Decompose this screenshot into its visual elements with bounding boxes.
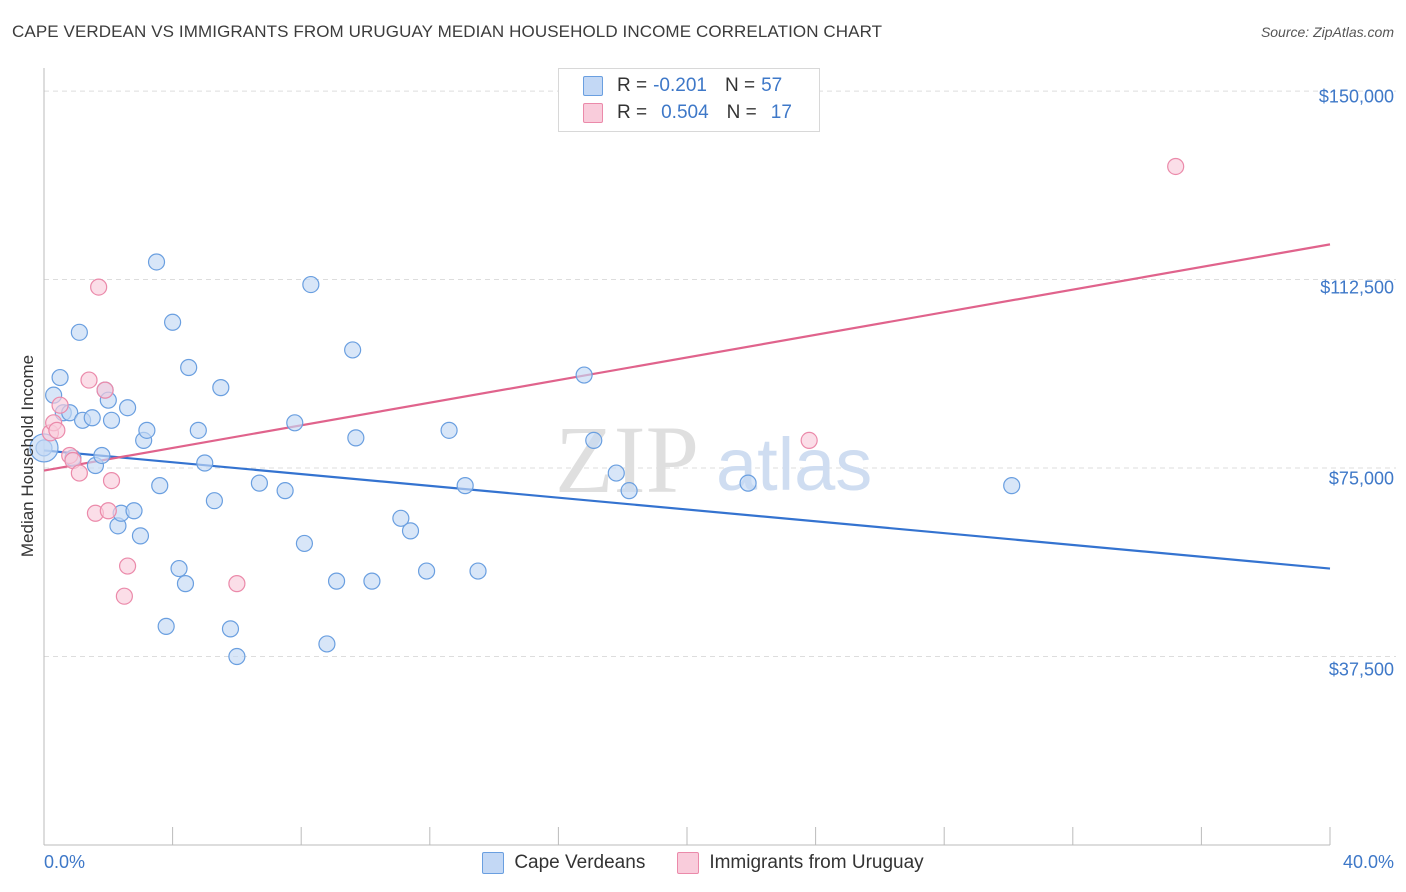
y-tick-label: $75,000 xyxy=(1328,468,1394,489)
uruguay-point xyxy=(800,431,818,449)
chart-title: CAPE VERDEAN VS IMMIGRANTS FROM URUGUAY … xyxy=(12,22,883,41)
cape-verdean-point xyxy=(131,527,150,545)
y-axis-label: Median Household Income xyxy=(18,354,37,558)
cape-verdean-point xyxy=(1003,477,1021,495)
cape-verdean-point xyxy=(147,253,166,271)
uruguay-point xyxy=(228,575,246,593)
legend-row-uruguay: R = 0.504 N = 17 xyxy=(583,100,792,126)
cape-verdean-point xyxy=(196,454,214,472)
cape-verdean-point xyxy=(138,421,156,439)
cape-verdean-point xyxy=(250,474,269,492)
n-label: N = xyxy=(726,102,757,123)
cape-verdean-point xyxy=(344,341,362,359)
cape-verdean-point xyxy=(51,368,69,387)
cape-verdean-point xyxy=(276,482,294,500)
cape-verdean-point xyxy=(164,313,182,331)
r-value: 0.504 xyxy=(661,102,709,123)
uruguay-trend-line xyxy=(43,243,1331,472)
uruguay-point xyxy=(80,371,98,389)
y-tick-label: $112,500 xyxy=(1320,277,1394,298)
cape-verdean-point xyxy=(327,572,346,590)
cape-verdean-point xyxy=(157,617,175,635)
legend-item-uruguay: Immigrants from Uruguay xyxy=(677,852,924,874)
uruguay-point xyxy=(48,421,66,439)
r-label: R = xyxy=(617,75,648,96)
cape-verdean-point xyxy=(83,409,101,427)
uruguay-point xyxy=(99,502,117,520)
cape-verdean-point xyxy=(125,502,143,520)
trend-lines xyxy=(43,243,1331,570)
uruguay-point xyxy=(51,396,69,414)
legend-label: Cape Verdeans xyxy=(514,852,646,873)
correlation-legend: R = -0.201 N = 57 R = 0.504 N = 17 xyxy=(558,68,820,132)
cape-verdean-trend-line xyxy=(43,449,1331,570)
cape-verdean-point xyxy=(176,575,195,593)
cape-verdean-point xyxy=(189,421,207,439)
chart-source: Source: ZipAtlas.com xyxy=(1260,24,1394,40)
uruguay-point xyxy=(1167,157,1185,176)
uruguay-point xyxy=(90,278,108,296)
cape-verdean-point xyxy=(469,562,487,580)
legend-swatch-blue xyxy=(482,852,505,874)
data-points xyxy=(29,157,1185,666)
cape-verdean-point xyxy=(151,477,169,495)
n-value: 57 xyxy=(761,75,783,96)
series-legend: Cape Verdeans Immigrants from Uruguay xyxy=(0,852,1406,874)
r-value: -0.201 xyxy=(653,75,707,96)
cape-verdean-point xyxy=(347,429,365,447)
cape-verdean-point xyxy=(607,464,625,482)
legend-label: Immigrants from Uruguay xyxy=(709,852,924,873)
cape-verdean-point xyxy=(228,647,246,666)
r-label: R = xyxy=(617,102,648,123)
cape-verdean-point xyxy=(102,411,121,429)
n-value: 17 xyxy=(770,102,792,123)
cape-verdean-point xyxy=(93,446,111,465)
legend-swatch-pink xyxy=(677,852,700,874)
cape-verdean-point xyxy=(118,399,137,417)
x-tick-label-min: 0.0% xyxy=(44,852,86,872)
cape-verdean-point xyxy=(417,562,436,580)
uruguay-point xyxy=(96,381,114,399)
cape-verdean-point xyxy=(363,572,381,590)
uruguay-point xyxy=(118,557,137,575)
uruguay-point xyxy=(115,587,133,605)
cape-verdean-point xyxy=(318,635,336,653)
cape-verdean-point xyxy=(170,559,188,578)
cape-verdean-point xyxy=(440,421,458,439)
cape-verdean-point xyxy=(221,620,240,638)
legend-swatch-pink xyxy=(583,103,603,123)
y-tick-label: $37,500 xyxy=(1328,659,1394,680)
y-tick-label: $150,000 xyxy=(1318,86,1394,107)
uruguay-point xyxy=(102,472,121,490)
cape-verdean-point xyxy=(401,522,420,540)
uruguay-point xyxy=(70,464,88,482)
cape-verdean-point xyxy=(205,492,223,510)
grid-lines xyxy=(44,90,1396,658)
cape-verdean-point xyxy=(302,275,320,294)
cape-verdean-point xyxy=(392,509,410,527)
cape-verdean-point xyxy=(575,366,593,384)
cape-verdean-point xyxy=(456,477,474,495)
x-tick-label-max: 40.0% xyxy=(1342,852,1394,872)
cape-verdean-point xyxy=(295,534,314,553)
watermark-atlas: atlas xyxy=(716,423,872,506)
watermark: ZIP atlas xyxy=(555,406,872,513)
legend-swatch-blue xyxy=(583,76,603,96)
legend-item-cape-verdeans: Cape Verdeans xyxy=(482,852,645,874)
cape-verdean-point xyxy=(180,358,198,377)
cape-verdean-point xyxy=(212,379,230,397)
cape-verdean-point xyxy=(620,482,638,500)
cape-verdean-point xyxy=(70,323,88,341)
cape-verdean-point xyxy=(739,474,757,492)
cape-verdean-point xyxy=(585,431,603,449)
cape-verdean-point xyxy=(286,414,304,432)
legend-row-cape-verdeans: R = -0.201 N = 57 xyxy=(583,73,782,99)
n-label: N = xyxy=(724,75,756,96)
